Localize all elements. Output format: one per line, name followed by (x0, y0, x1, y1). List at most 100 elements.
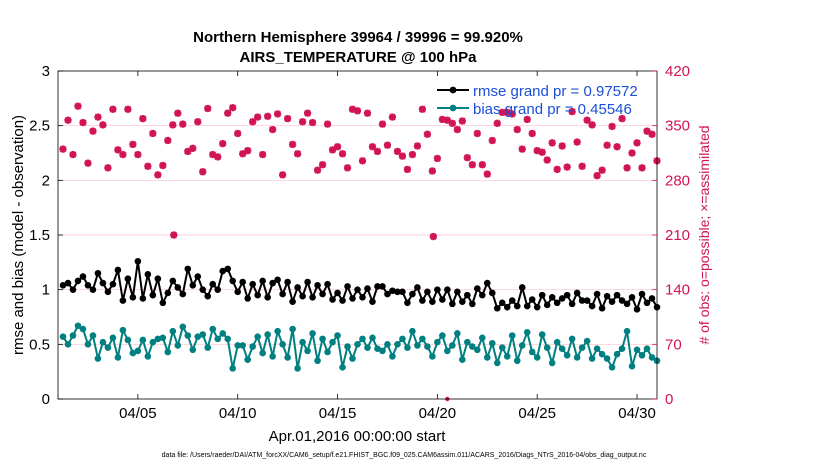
obs-point (169, 121, 177, 129)
rmse-point (294, 284, 301, 291)
bias-point (94, 355, 102, 362)
bias-point (498, 344, 506, 351)
rmse-point (254, 291, 261, 299)
obs-star-bar (513, 126, 521, 134)
obs-star-bar (398, 152, 406, 160)
x-tick-label: 04/05 (119, 405, 157, 422)
obs-point (603, 141, 611, 149)
bias-point (603, 355, 611, 362)
rmse-point (224, 265, 232, 273)
obs-point (353, 107, 362, 115)
obs-point (343, 164, 352, 172)
obs-star-bar (224, 109, 232, 117)
bias-point (593, 345, 601, 353)
rmse-point (234, 288, 241, 296)
rmse-point (114, 266, 122, 274)
obs-star-bar (129, 140, 137, 148)
obs-point (388, 113, 397, 121)
obs-star-bar (429, 233, 437, 241)
rmse-point (533, 303, 541, 311)
y-tick-label-left: 0 (42, 391, 50, 408)
obs-point (159, 161, 167, 170)
rmse-point (94, 269, 102, 277)
obs-star-bar (598, 166, 606, 174)
bias-point (384, 341, 391, 348)
rmse-point (643, 299, 651, 307)
obs-point (89, 127, 97, 135)
bias-point (59, 333, 67, 340)
obs-star-bar (613, 143, 621, 151)
bias-point (229, 365, 237, 372)
bias-point (69, 332, 77, 339)
bias-point (578, 344, 586, 351)
bias-point (508, 332, 516, 339)
bias-point (354, 341, 361, 348)
obs-star-bar (299, 118, 307, 126)
obs-star-bar (413, 142, 421, 150)
obs-star-bar (393, 147, 401, 155)
rmse-point (538, 291, 546, 299)
obs-point (254, 113, 262, 121)
bias-point (459, 356, 466, 363)
rmse-point (424, 288, 431, 296)
obs-star-bar (174, 109, 182, 117)
y-tick-label-right: 70 (665, 336, 682, 353)
rmse-point (404, 299, 411, 307)
rmse-point (444, 286, 451, 293)
bias-point (454, 330, 461, 337)
rmse-point (488, 289, 496, 297)
rmse-point (628, 294, 636, 301)
rmse-point (319, 290, 326, 298)
rmse-point (498, 299, 506, 307)
rmse-point (169, 277, 177, 285)
obs-star-bar (274, 110, 282, 118)
rmse-point (119, 297, 127, 304)
rmse-point (528, 296, 536, 303)
bias-point (214, 335, 222, 343)
bias-point (598, 350, 606, 358)
obs-point (284, 115, 292, 123)
x-tick-label: 04/20 (419, 405, 457, 422)
obs-star-bar (448, 119, 456, 127)
obs-star-bar (99, 121, 107, 129)
obs-star-bar (204, 105, 212, 112)
obs-star-bar (214, 153, 222, 161)
obs-point (204, 104, 212, 113)
rmse-point (543, 301, 551, 309)
obs-star-bar (349, 105, 356, 113)
rmse-point (244, 295, 251, 302)
obs-point (239, 150, 247, 158)
obs-star-bar (588, 121, 596, 129)
bias-point (618, 345, 626, 353)
rmse-point (79, 273, 87, 280)
rmse-point (618, 297, 626, 304)
y-tick-label-right: 420 (665, 63, 690, 80)
rmse-point (548, 294, 556, 301)
obs-star-bar (548, 139, 556, 147)
obs-point (523, 115, 531, 124)
obs-point (174, 109, 182, 117)
obs-star-bar (558, 142, 566, 150)
bias-point (179, 323, 187, 331)
bias-point (444, 347, 451, 355)
rmse-point (69, 286, 77, 293)
obs-star-bar (149, 129, 157, 137)
bias-point (154, 335, 162, 343)
rmse-point (314, 281, 321, 289)
obs-point (189, 144, 197, 152)
obs-star-bar (608, 122, 616, 130)
bias-point (234, 342, 241, 349)
obs-point (114, 146, 122, 154)
bias-point (249, 343, 256, 350)
rmse-point (184, 265, 192, 273)
obs-star-bar (284, 115, 292, 123)
rmse-point (134, 257, 142, 265)
obs-point (583, 116, 591, 124)
bias-point (149, 338, 157, 346)
obs-star-bar (94, 113, 102, 121)
rmse-point (608, 298, 616, 305)
obs-star-bar (184, 147, 192, 155)
series-layer (59, 102, 661, 402)
bias-point (194, 333, 202, 340)
obs-point (269, 125, 277, 134)
